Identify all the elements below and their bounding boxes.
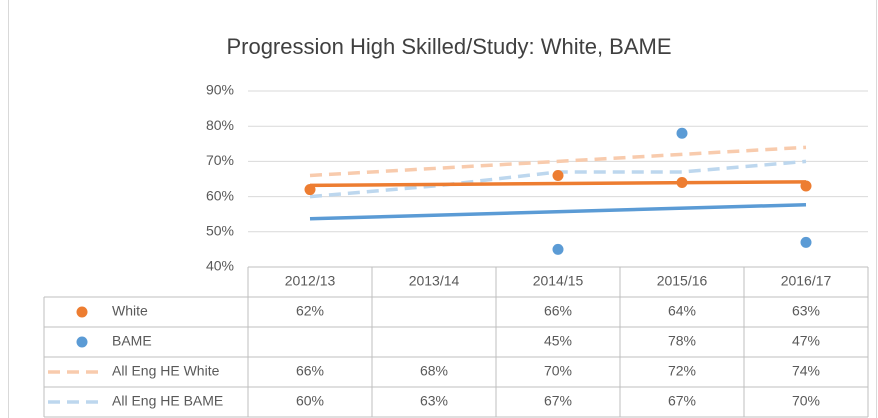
table-value: 72% [668, 363, 696, 379]
data-point [800, 180, 812, 192]
x-tick-label: 2016/17 [781, 273, 832, 289]
table-value: 78% [668, 333, 696, 349]
y-tick-label: 50% [206, 223, 234, 239]
y-tick-label: 90% [206, 82, 234, 98]
table-value: 68% [420, 363, 448, 379]
y-tick-label: 60% [206, 187, 234, 203]
trendline [309, 180, 807, 188]
legend-label: BAME [112, 333, 152, 349]
table-value: 70% [544, 363, 572, 379]
table-value: 60% [296, 393, 324, 409]
trendline [309, 202, 807, 221]
data-point [552, 243, 564, 255]
y-tick-label: 70% [206, 152, 234, 168]
table-value: 64% [668, 303, 696, 319]
legend-label: All Eng HE BAME [112, 393, 223, 409]
data-point [676, 177, 688, 189]
table-value: 70% [792, 393, 820, 409]
chart-border [8, 0, 877, 418]
legend-label: All Eng HE White [112, 363, 220, 379]
x-tick-label: 2012/13 [285, 273, 336, 289]
legend-label: White [112, 303, 148, 319]
series-line [309, 145, 807, 178]
y-tick-label: 40% [206, 258, 234, 274]
data-point [552, 169, 564, 181]
table-value: 66% [544, 303, 572, 319]
x-tick-label: 2015/16 [657, 273, 708, 289]
legend-key [76, 336, 88, 348]
table-value: 62% [296, 303, 324, 319]
table-value: 67% [668, 393, 696, 409]
table-value: 66% [296, 363, 324, 379]
data-point [304, 184, 316, 196]
table-value: 47% [792, 333, 820, 349]
table-value: 45% [544, 333, 572, 349]
x-tick-label: 2014/15 [533, 273, 584, 289]
data-point [800, 236, 812, 248]
table-value: 63% [792, 303, 820, 319]
legend-key [76, 306, 88, 318]
table-value: 63% [420, 393, 448, 409]
y-tick-label: 80% [206, 117, 234, 133]
table-value: 67% [544, 393, 572, 409]
x-tick-label: 2013/14 [409, 273, 460, 289]
chart-title: Progression High Skilled/Study: White, B… [226, 34, 671, 59]
data-point [676, 127, 688, 139]
table-value: 74% [792, 363, 820, 379]
